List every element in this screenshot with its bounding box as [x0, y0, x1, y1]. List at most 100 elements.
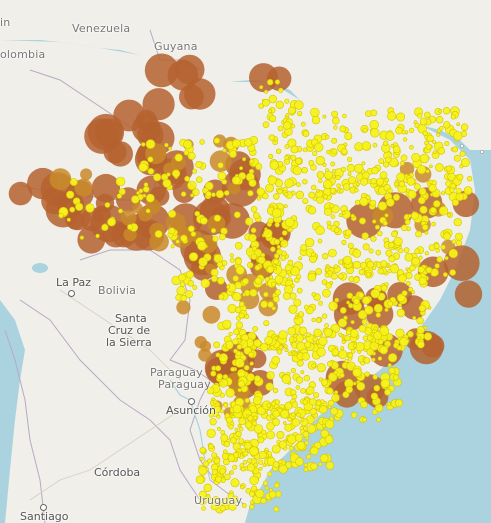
marker-small[interactable]	[326, 149, 331, 155]
marker-small[interactable]	[291, 418, 300, 427]
marker-small[interactable]	[230, 478, 240, 488]
marker-small[interactable]	[294, 100, 304, 110]
marker-small[interactable]	[210, 268, 219, 277]
marker-small[interactable]	[229, 257, 235, 263]
marker-small[interactable]	[328, 248, 337, 258]
marker-small[interactable]	[319, 405, 328, 414]
marker-mid[interactable]	[194, 336, 207, 349]
marker-small[interactable]	[58, 212, 64, 219]
marker-small[interactable]	[403, 137, 408, 142]
marker-small[interactable]	[66, 217, 71, 222]
marker-small[interactable]	[267, 217, 274, 224]
marker-small[interactable]	[391, 230, 398, 238]
marker-small[interactable]	[463, 186, 473, 195]
marker-small[interactable]	[300, 388, 306, 394]
marker-small[interactable]	[226, 284, 231, 289]
marker-small[interactable]	[147, 156, 154, 163]
marker-small[interactable]	[354, 199, 361, 206]
marker-small[interactable]	[377, 201, 388, 211]
marker-small[interactable]	[273, 266, 278, 271]
marker-small[interactable]	[330, 214, 336, 219]
marker-small[interactable]	[318, 336, 328, 346]
marker-small[interactable]	[387, 188, 393, 194]
marker-mid[interactable]	[176, 300, 191, 315]
marker-mid[interactable]	[372, 206, 394, 227]
marker-small[interactable]	[360, 360, 365, 366]
marker-small[interactable]	[222, 148, 227, 153]
marker-small[interactable]	[300, 121, 306, 127]
marker-small[interactable]	[223, 441, 230, 448]
marker-small[interactable]	[373, 303, 383, 313]
marker-small[interactable]	[257, 436, 265, 444]
marker-small[interactable]	[278, 330, 288, 340]
marker-small[interactable]	[347, 172, 352, 177]
marker-small[interactable]	[302, 147, 308, 153]
marker-small[interactable]	[164, 142, 169, 148]
marker-small[interactable]	[210, 502, 219, 511]
marker-small[interactable]	[354, 188, 359, 193]
marker-small[interactable]	[303, 374, 310, 382]
marker-small[interactable]	[339, 372, 345, 378]
marker-small[interactable]	[234, 427, 239, 432]
marker-small[interactable]	[385, 156, 392, 164]
marker-small[interactable]	[274, 79, 281, 85]
marker-small[interactable]	[266, 265, 275, 274]
marker-small[interactable]	[220, 429, 226, 435]
marker-small[interactable]	[249, 158, 255, 164]
marker-small[interactable]	[224, 473, 231, 481]
marker-small[interactable]	[394, 398, 403, 407]
marker-small[interactable]	[296, 287, 303, 294]
marker-small[interactable]	[390, 143, 395, 148]
marker-small[interactable]	[272, 193, 280, 200]
marker-small[interactable]	[211, 468, 218, 475]
marker-small[interactable]	[338, 349, 348, 360]
marker-small[interactable]	[446, 212, 451, 217]
marker-small[interactable]	[395, 328, 405, 338]
marker-small[interactable]	[392, 193, 401, 201]
marker-small[interactable]	[322, 194, 328, 200]
marker-small[interactable]	[344, 132, 353, 141]
marker-small[interactable]	[301, 352, 310, 361]
marker-small[interactable]	[308, 159, 315, 166]
marker-small[interactable]	[175, 239, 180, 244]
marker-small[interactable]	[280, 255, 286, 261]
marker-small[interactable]	[388, 353, 398, 363]
marker-small[interactable]	[195, 176, 203, 183]
marker-small[interactable]	[166, 172, 171, 177]
marker-small[interactable]	[284, 155, 289, 160]
marker-small[interactable]	[238, 438, 245, 444]
marker-small[interactable]	[357, 292, 364, 299]
marker-small[interactable]	[417, 340, 425, 349]
marker-small[interactable]	[360, 400, 368, 409]
marker-small[interactable]	[295, 190, 304, 200]
marker-small[interactable]	[233, 348, 238, 354]
marker-small[interactable]	[296, 412, 302, 418]
marker-small[interactable]	[252, 212, 260, 219]
marker-small[interactable]	[251, 246, 257, 252]
marker-small[interactable]	[441, 191, 446, 196]
marker-small[interactable]	[307, 272, 317, 282]
marker-small[interactable]	[304, 341, 312, 349]
marker-small[interactable]	[338, 332, 343, 337]
marker-small[interactable]	[253, 339, 262, 348]
marker-small[interactable]	[227, 303, 237, 314]
marker-small[interactable]	[319, 453, 329, 463]
marker-small[interactable]	[211, 192, 216, 197]
marker-small[interactable]	[337, 273, 344, 280]
marker-small[interactable]	[217, 276, 225, 285]
marker-large[interactable]	[249, 63, 278, 93]
marker-small[interactable]	[353, 297, 360, 305]
marker-small[interactable]	[392, 145, 401, 154]
marker-small[interactable]	[187, 180, 197, 191]
marker-small[interactable]	[274, 399, 280, 405]
marker-small[interactable]	[284, 423, 293, 432]
marker-large[interactable]	[144, 53, 179, 88]
marker-small[interactable]	[399, 337, 409, 347]
marker-small[interactable]	[323, 327, 333, 337]
marker-small[interactable]	[244, 313, 250, 319]
marker-small[interactable]	[300, 244, 308, 252]
marker-small[interactable]	[180, 234, 188, 242]
marker-small[interactable]	[333, 125, 338, 130]
marker-small[interactable]	[282, 421, 287, 425]
marker-small[interactable]	[341, 339, 346, 344]
